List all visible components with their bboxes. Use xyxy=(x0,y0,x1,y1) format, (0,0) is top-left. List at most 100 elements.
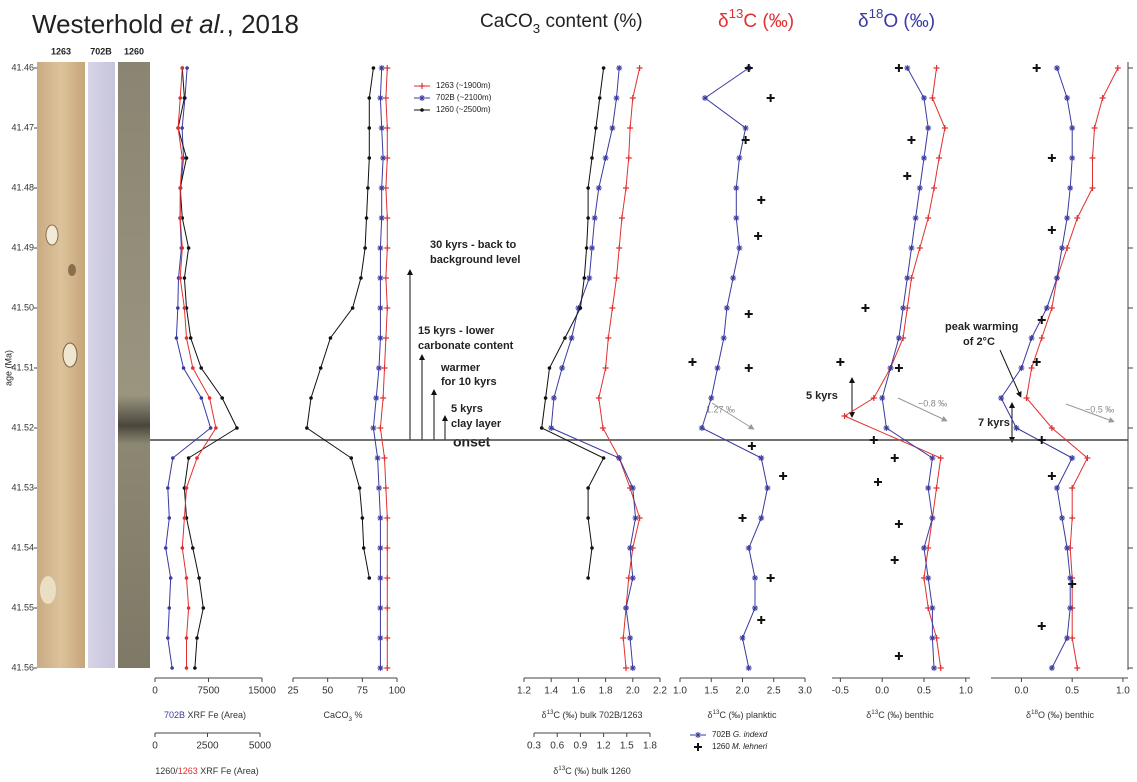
title-etal: et al. xyxy=(170,9,226,39)
y-tick-label: 41.51 xyxy=(11,362,34,372)
series xyxy=(595,65,643,671)
data-point xyxy=(1028,365,1035,371)
data-point xyxy=(199,366,203,370)
data-point xyxy=(894,64,903,72)
data-point xyxy=(879,395,886,401)
x-axis-label: CaCO3 % xyxy=(323,710,362,723)
x-tick-label: 2.0 xyxy=(736,686,750,697)
data-point xyxy=(184,336,189,340)
data-point xyxy=(174,336,179,340)
x-tick-label: 1.4 xyxy=(544,686,558,697)
data-point xyxy=(595,395,602,401)
x-tick-label: 7500 xyxy=(197,686,220,697)
annotation: clay layer xyxy=(451,418,502,430)
data-point xyxy=(380,155,387,161)
y-tick-label: 41.46 xyxy=(11,62,34,72)
data-point xyxy=(377,305,384,311)
label-part: C (‰) benthic xyxy=(878,710,934,720)
data-point xyxy=(378,125,385,131)
legend-name: 702B (~2100m) xyxy=(436,93,492,102)
data-point xyxy=(586,576,590,580)
data-point xyxy=(937,455,944,461)
data-point xyxy=(1059,515,1066,521)
core-label: 702B xyxy=(90,46,112,56)
data-point xyxy=(594,126,598,130)
label-part: 13 xyxy=(712,709,720,716)
data-point xyxy=(609,125,616,131)
data-point xyxy=(1064,545,1071,551)
data-point xyxy=(1037,316,1046,324)
x-tick-label: 2.0 xyxy=(626,686,640,697)
label-part: C (‰) bulk 702B/1263 xyxy=(553,710,642,720)
core-texture xyxy=(68,264,76,276)
figure-title: Westerhold et al., 2018 xyxy=(32,9,299,39)
data-point xyxy=(171,456,175,460)
x-tick-label: 0.0 xyxy=(875,686,889,697)
data-point xyxy=(627,125,634,131)
y-tick-label: 41.48 xyxy=(11,182,34,192)
x-tick-label: 25 xyxy=(287,686,299,697)
data-point xyxy=(625,155,632,161)
data-point xyxy=(609,305,616,311)
legend-marker xyxy=(694,743,702,751)
x2-tick-label: 1.8 xyxy=(643,741,657,752)
legend-label: 1260 M. lehneri xyxy=(712,742,767,751)
data-point xyxy=(764,485,771,491)
x-axis-label: δ13C (‰) bulk 702B/1263 xyxy=(541,709,642,720)
data-point xyxy=(361,546,366,550)
data-point xyxy=(1038,335,1045,341)
data-point xyxy=(197,576,201,580)
series xyxy=(879,65,938,671)
data-point xyxy=(377,335,384,341)
data-point xyxy=(182,96,187,100)
data-point xyxy=(623,665,629,671)
series-line xyxy=(1000,67,1073,669)
data-point xyxy=(182,276,187,280)
x-tick-label: 0.5 xyxy=(917,686,931,697)
data-point xyxy=(733,185,740,191)
data-point xyxy=(1043,305,1050,311)
data-point xyxy=(543,396,548,400)
data-point xyxy=(1037,622,1046,630)
legend-name: 1260 xyxy=(712,742,730,751)
data-point xyxy=(590,156,594,160)
data-point xyxy=(904,65,911,71)
header-part: CaCO xyxy=(480,11,533,32)
data-point xyxy=(589,245,595,251)
series xyxy=(836,64,916,660)
series xyxy=(688,64,788,624)
data-point xyxy=(382,335,389,341)
header-part: 3 xyxy=(533,21,540,36)
data-point xyxy=(627,545,634,551)
series xyxy=(539,66,606,580)
data-point xyxy=(883,425,890,431)
data-point xyxy=(736,245,743,251)
data-point xyxy=(1068,580,1077,588)
data-point xyxy=(582,276,587,280)
data-point xyxy=(605,335,612,341)
data-point xyxy=(1091,125,1098,131)
data-point xyxy=(180,126,184,130)
series-line xyxy=(541,67,605,579)
data-point xyxy=(627,635,634,641)
data-point xyxy=(741,136,750,144)
data-point xyxy=(921,155,927,161)
data-point xyxy=(563,336,567,340)
annotation: 30 kyrs - back to xyxy=(430,239,516,251)
data-point xyxy=(367,96,372,100)
data-point xyxy=(599,425,606,431)
data-point xyxy=(933,485,940,491)
data-point xyxy=(377,245,384,251)
data-point xyxy=(575,305,582,311)
data-point xyxy=(1069,155,1076,161)
data-point xyxy=(1069,635,1076,641)
data-point xyxy=(377,275,384,281)
data-point xyxy=(636,65,643,71)
data-point xyxy=(384,305,391,311)
y-tick-label: 41.53 xyxy=(11,482,34,492)
data-point xyxy=(220,396,224,400)
x2-tick-label: 0.9 xyxy=(573,741,587,752)
label-part: 13 xyxy=(871,709,879,716)
data-point xyxy=(184,666,189,670)
x-tick-label: 2.5 xyxy=(767,686,781,697)
